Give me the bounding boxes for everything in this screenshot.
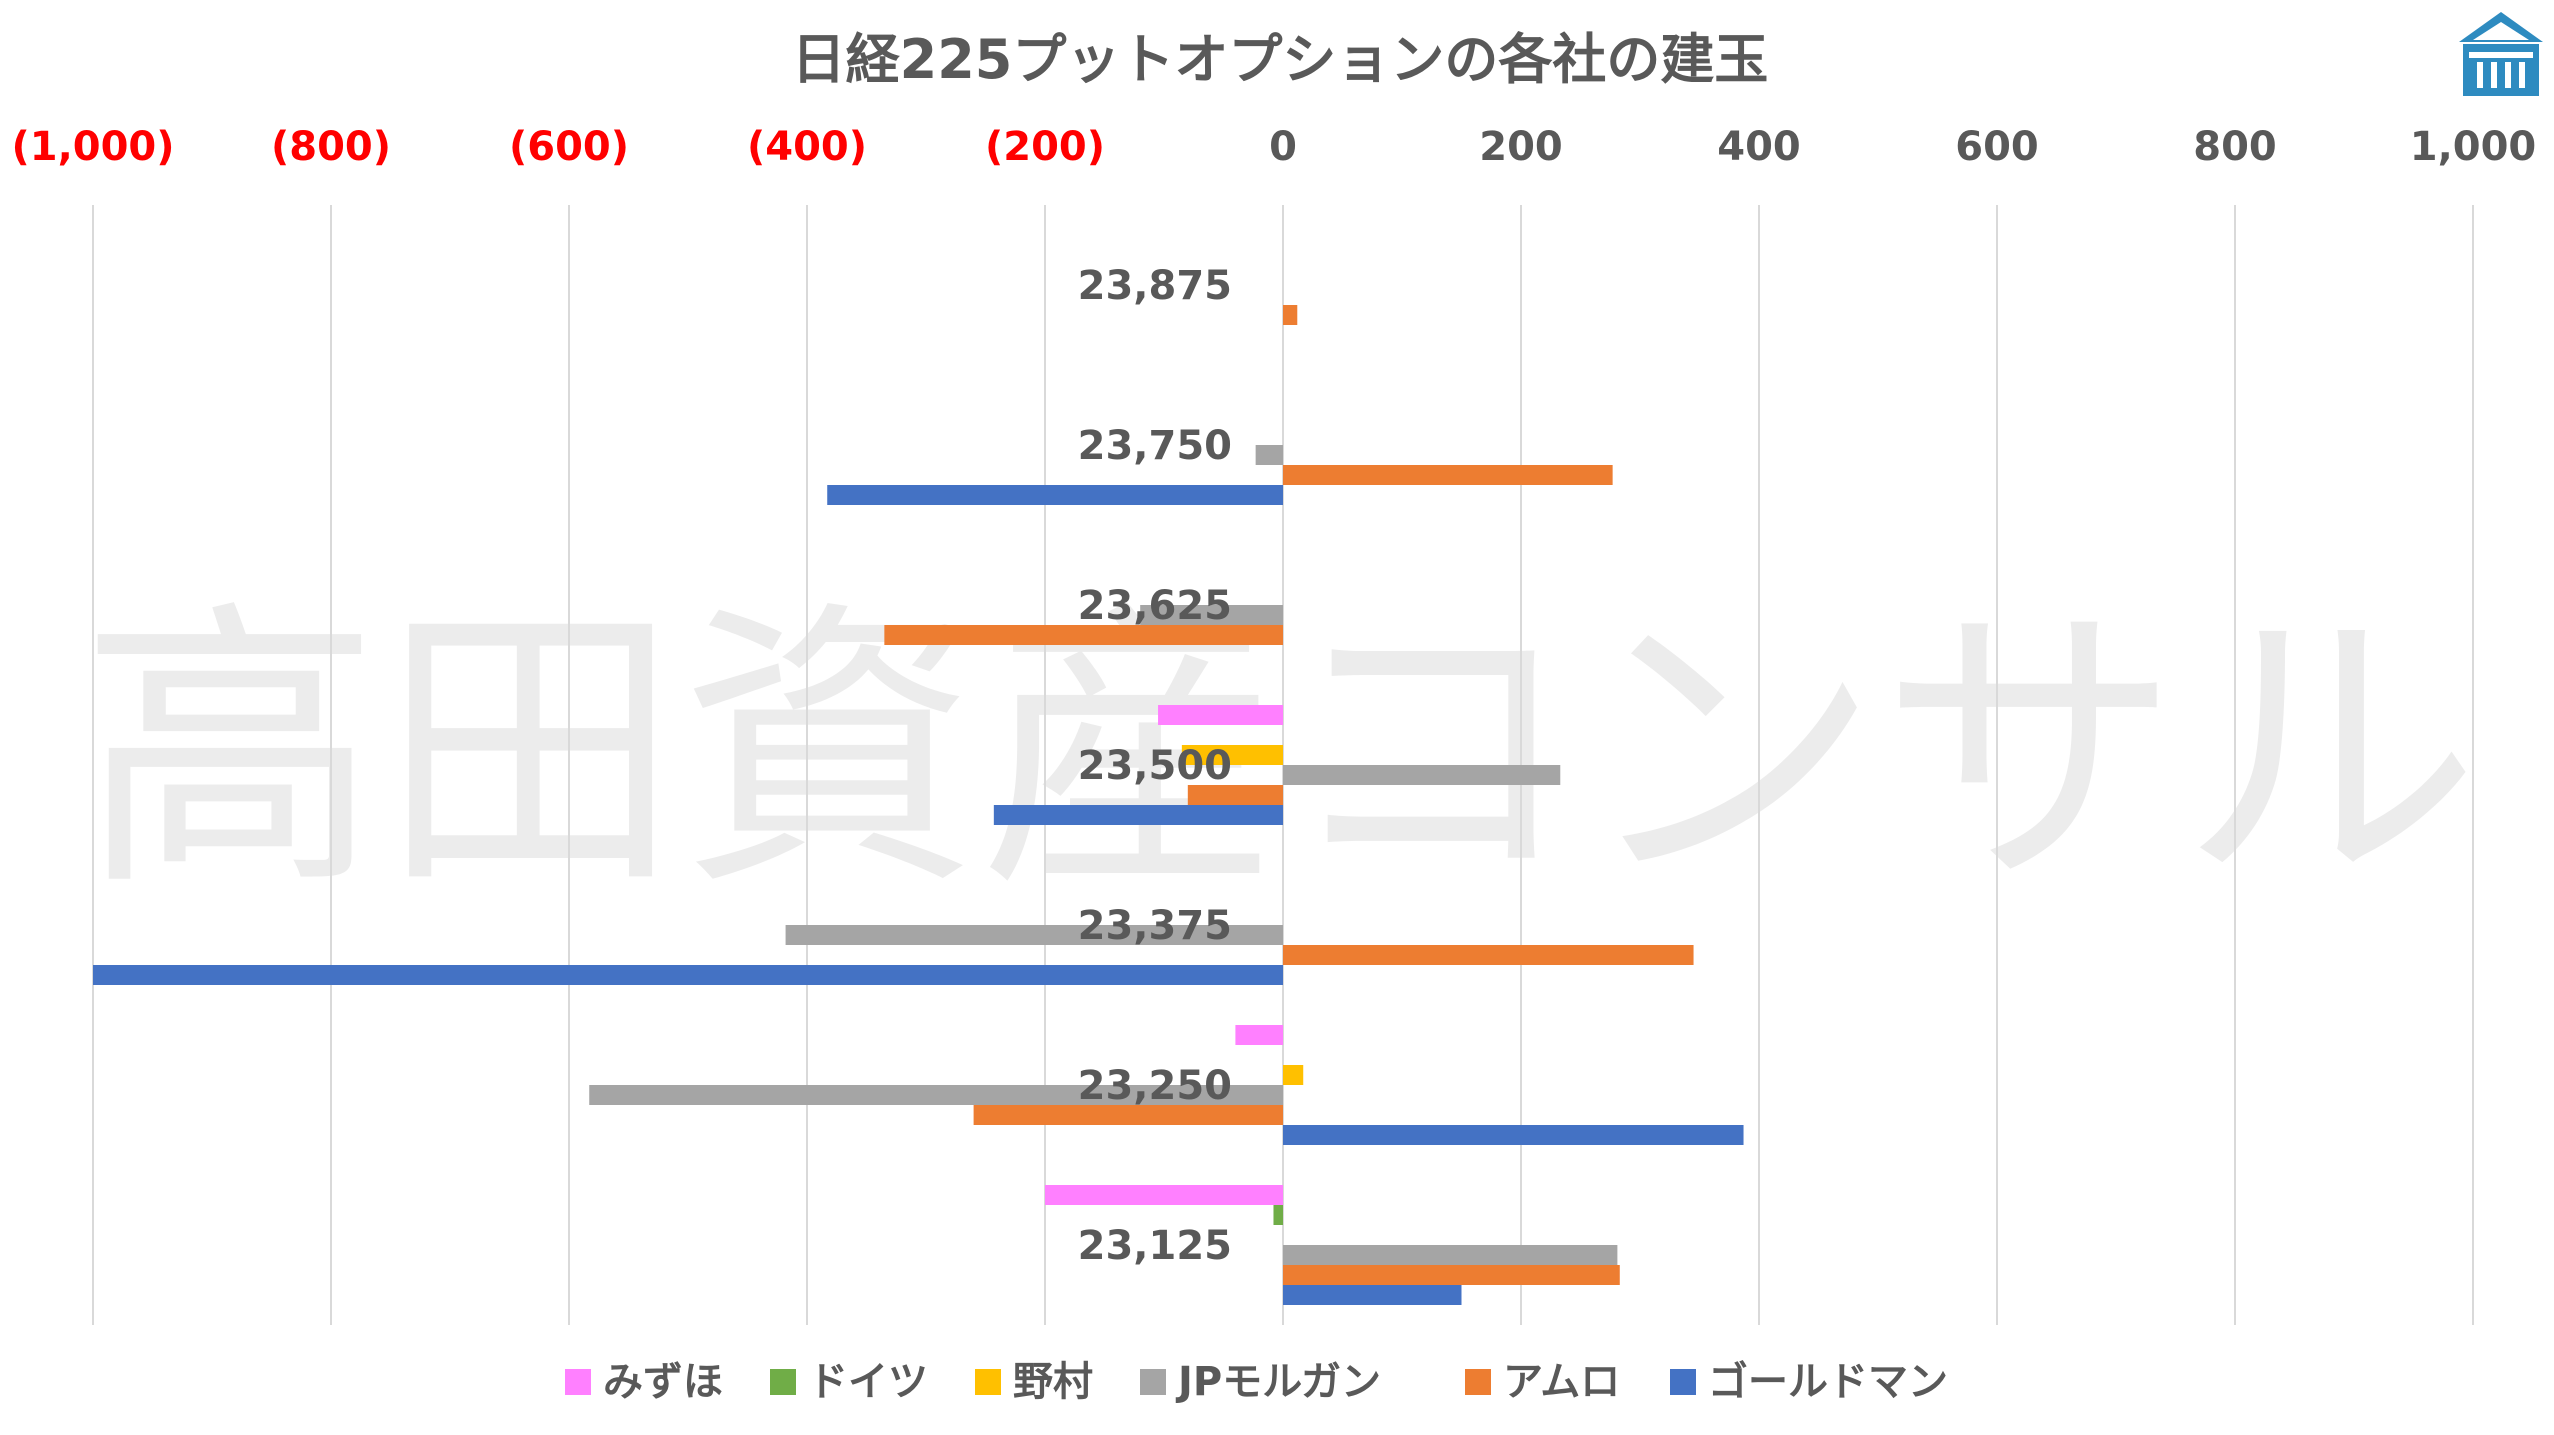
x-tick-label: 200 <box>1479 124 1563 170</box>
bar <box>1283 465 1613 485</box>
bar <box>1283 1125 1744 1145</box>
bar <box>1283 1245 1618 1265</box>
x-tick-label: (1,000) <box>11 124 174 170</box>
bar <box>1255 445 1283 465</box>
category-label: 23,250 <box>1078 1063 1232 1109</box>
category-label: 23,125 <box>1078 1223 1232 1269</box>
category-label: 23,750 <box>1078 423 1232 469</box>
category-label: 23,500 <box>1078 743 1232 789</box>
x-tick-label: (800) <box>271 124 391 170</box>
legend-swatch <box>1465 1369 1491 1395</box>
chart-title: 日経225プットオプションの各社の建玉 <box>792 28 1769 91</box>
bar <box>93 965 1283 985</box>
bar <box>1273 1205 1283 1225</box>
bar <box>884 625 1283 645</box>
x-tick-label: 400 <box>1717 124 1801 170</box>
bar <box>827 485 1283 505</box>
bar <box>1187 785 1283 805</box>
category-label: 23,875 <box>1078 263 1232 309</box>
bar <box>1283 765 1561 785</box>
legend-swatch <box>565 1369 591 1395</box>
bar <box>1283 1065 1304 1085</box>
legend-label: ドイツ <box>808 1359 928 1405</box>
bar <box>1158 705 1283 725</box>
legend-label: アムロ <box>1503 1359 1620 1405</box>
legend-item: ゴールドマン <box>1670 1359 1948 1405</box>
bar <box>1283 1265 1620 1285</box>
legend-swatch <box>1670 1369 1696 1395</box>
legend-swatch <box>1140 1369 1166 1395</box>
legend-label: JPモルガン <box>1175 1359 1381 1405</box>
x-tick-label: 1,000 <box>2410 124 2537 170</box>
gridlines <box>92 205 2474 1325</box>
legend-label: 野村 <box>1013 1359 1093 1405</box>
category-label: 23,375 <box>1078 903 1232 949</box>
x-tick-label: (400) <box>747 124 867 170</box>
legend: みずほ ドイツ 野村 JPモルガン アムロ ゴールドマン <box>565 1359 1948 1405</box>
bar <box>1181 745 1283 765</box>
bar <box>993 805 1283 825</box>
category-label: 23,625 <box>1078 583 1232 629</box>
legend-swatch <box>770 1369 796 1395</box>
x-tick-label: (600) <box>509 124 629 170</box>
bars <box>93 305 1744 1305</box>
bar <box>1283 305 1298 325</box>
legend-item: みずほ <box>565 1359 723 1405</box>
legend-item: 野村 <box>975 1359 1093 1405</box>
legend-item: JPモルガン <box>1140 1359 1381 1405</box>
legend-label: みずほ <box>603 1359 723 1405</box>
x-axis-ticks: (1,000) (800) (600) (400) (200) 0 200 400 600 800… <box>11 124 2536 170</box>
category-labels: 23,875 23,750 23,625 23,500 23,375 23,250 23,1… <box>1078 263 1232 1269</box>
legend-item: ドイツ <box>770 1359 928 1405</box>
bar <box>973 1105 1283 1125</box>
x-tick-label: (200) <box>985 124 1105 170</box>
bar <box>1045 1185 1283 1205</box>
bar <box>1235 1025 1283 1045</box>
legend-swatch <box>975 1369 1001 1395</box>
legend-item: アムロ <box>1465 1359 1620 1405</box>
legend-label: ゴールドマン <box>1708 1359 1948 1405</box>
bar <box>589 1085 1283 1105</box>
building-logo-icon <box>2459 12 2543 96</box>
bar <box>1283 945 1694 965</box>
bar <box>1283 1285 1462 1305</box>
bar <box>785 925 1283 945</box>
bar <box>1140 605 1283 625</box>
x-tick-label: 800 <box>2193 124 2277 170</box>
x-tick-label: 600 <box>1955 124 2039 170</box>
x-tick-label: 0 <box>1269 124 1297 170</box>
